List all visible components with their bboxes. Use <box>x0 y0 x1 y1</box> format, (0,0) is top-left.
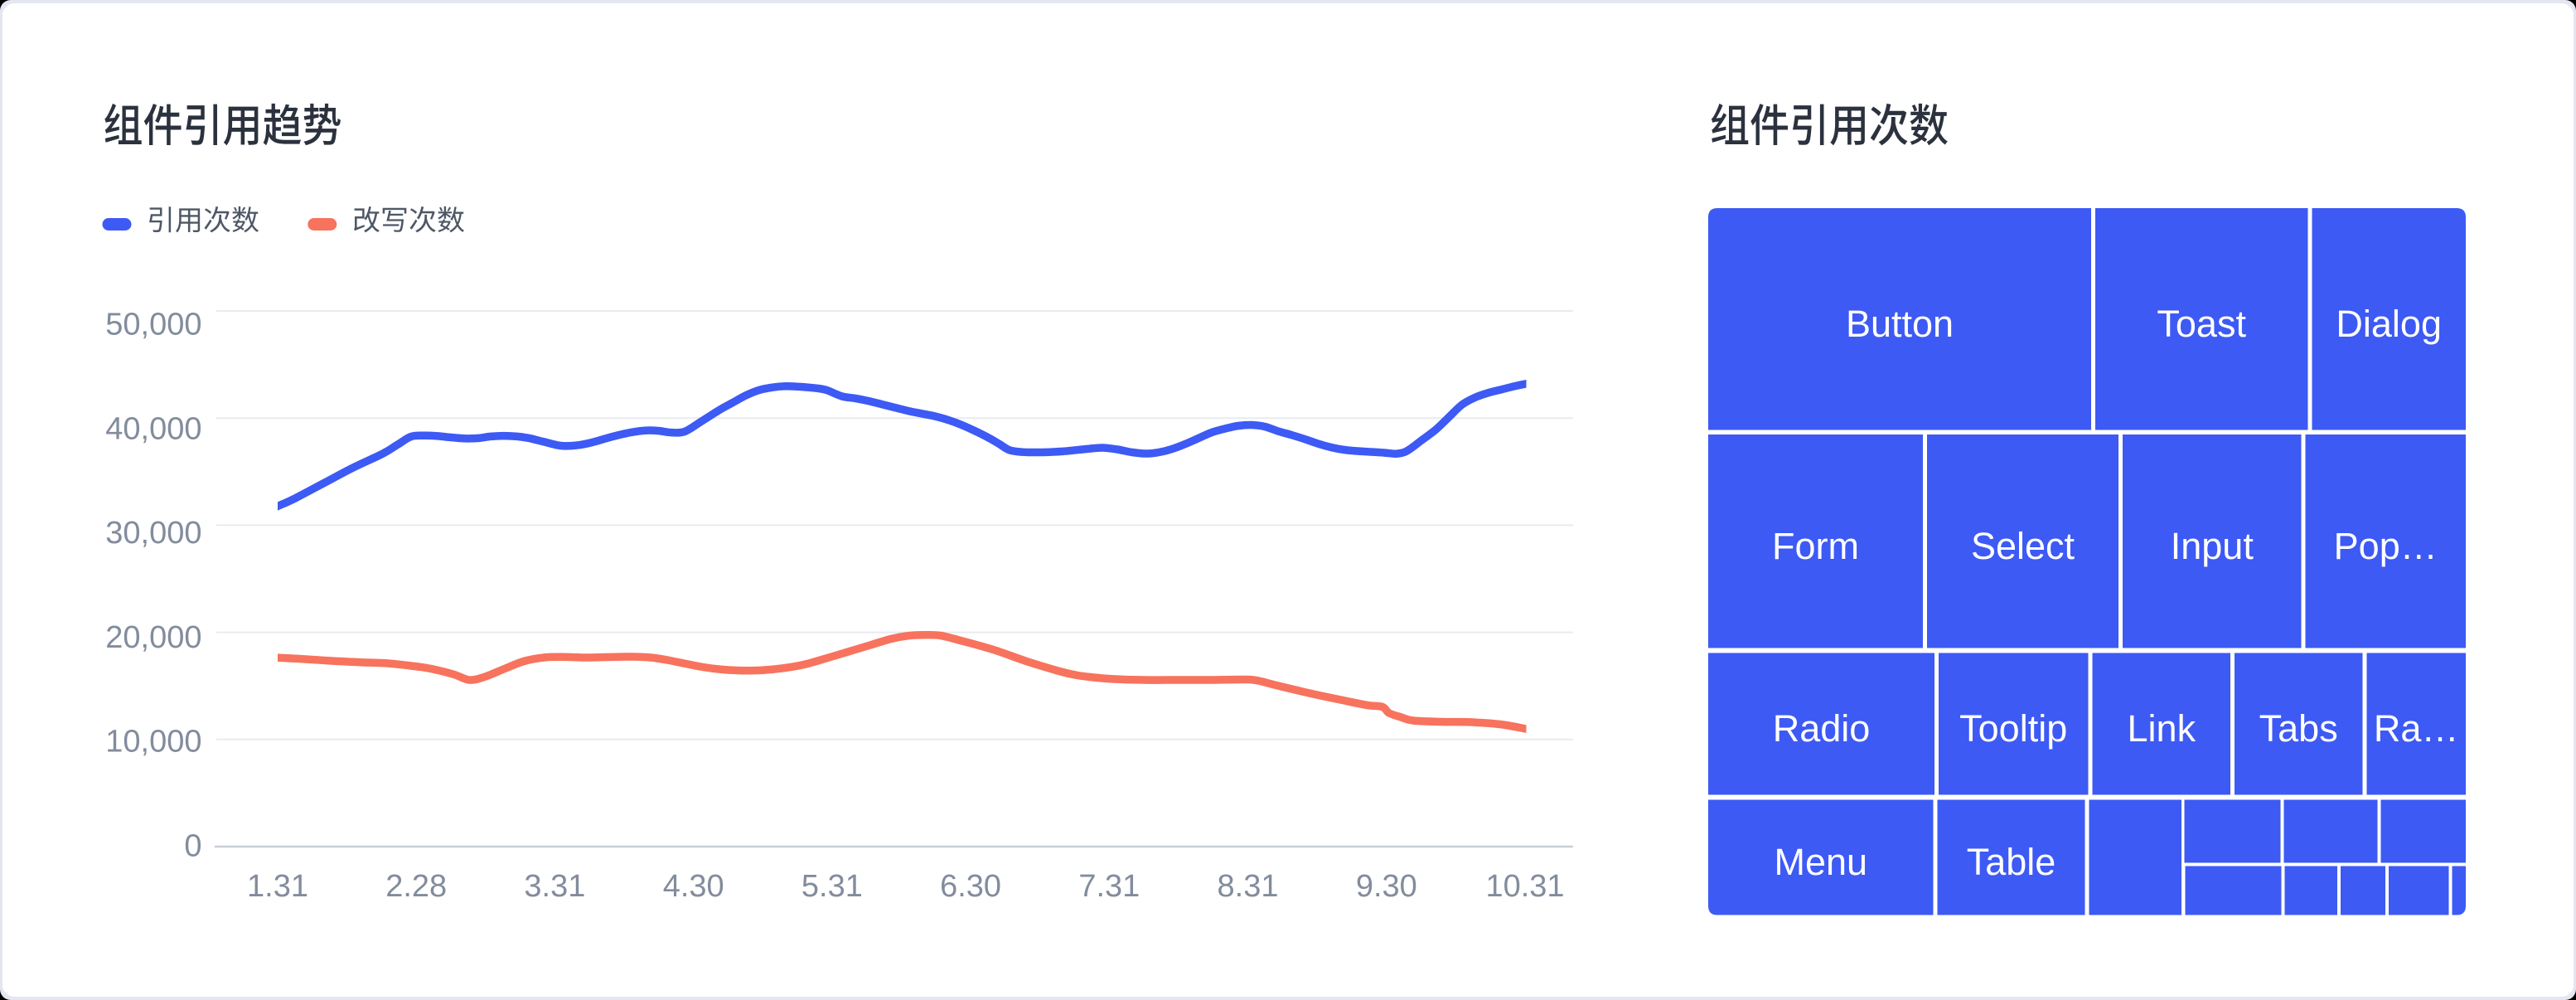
svg-text:0: 0 <box>184 828 201 863</box>
svg-text:Radio: Radio <box>1773 707 1871 750</box>
svg-text:Pop…: Pop… <box>2334 525 2438 567</box>
svg-text:8.31: 8.31 <box>1218 869 1279 904</box>
svg-text:50,000: 50,000 <box>105 308 201 342</box>
svg-text:Tabs: Tabs <box>2259 707 2338 750</box>
svg-text:3.31: 3.31 <box>524 869 585 904</box>
svg-text:Table: Table <box>1967 841 2056 883</box>
svg-text:1.31: 1.31 <box>247 869 308 904</box>
svg-text:Dialog: Dialog <box>2336 303 2442 345</box>
svg-text:Form: Form <box>1772 525 1859 567</box>
svg-text:Select: Select <box>1971 525 2075 567</box>
svg-text:6.30: 6.30 <box>940 869 1001 904</box>
svg-text:Ra…: Ra… <box>2374 707 2459 750</box>
svg-text:10.31: 10.31 <box>1485 869 1564 904</box>
svg-text:2.28: 2.28 <box>385 869 447 904</box>
svg-text:4.30: 4.30 <box>663 869 724 904</box>
svg-text:Link: Link <box>2128 707 2196 750</box>
svg-text:20,000: 20,000 <box>105 620 201 655</box>
svg-text:Toast: Toast <box>2157 303 2246 345</box>
svg-text:Tooltip: Tooltip <box>1959 707 2067 750</box>
svg-text:7.31: 7.31 <box>1078 869 1140 904</box>
svg-text:9.30: 9.30 <box>1356 869 1417 904</box>
svg-text:Button: Button <box>1846 303 1954 345</box>
svg-text:Input: Input <box>2171 525 2254 567</box>
svg-text:5.31: 5.31 <box>801 869 863 904</box>
svg-text:Menu: Menu <box>1775 841 1868 883</box>
svg-text:40,000: 40,000 <box>105 411 201 446</box>
svg-text:30,000: 30,000 <box>105 516 201 551</box>
svg-text:10,000: 10,000 <box>105 725 201 760</box>
